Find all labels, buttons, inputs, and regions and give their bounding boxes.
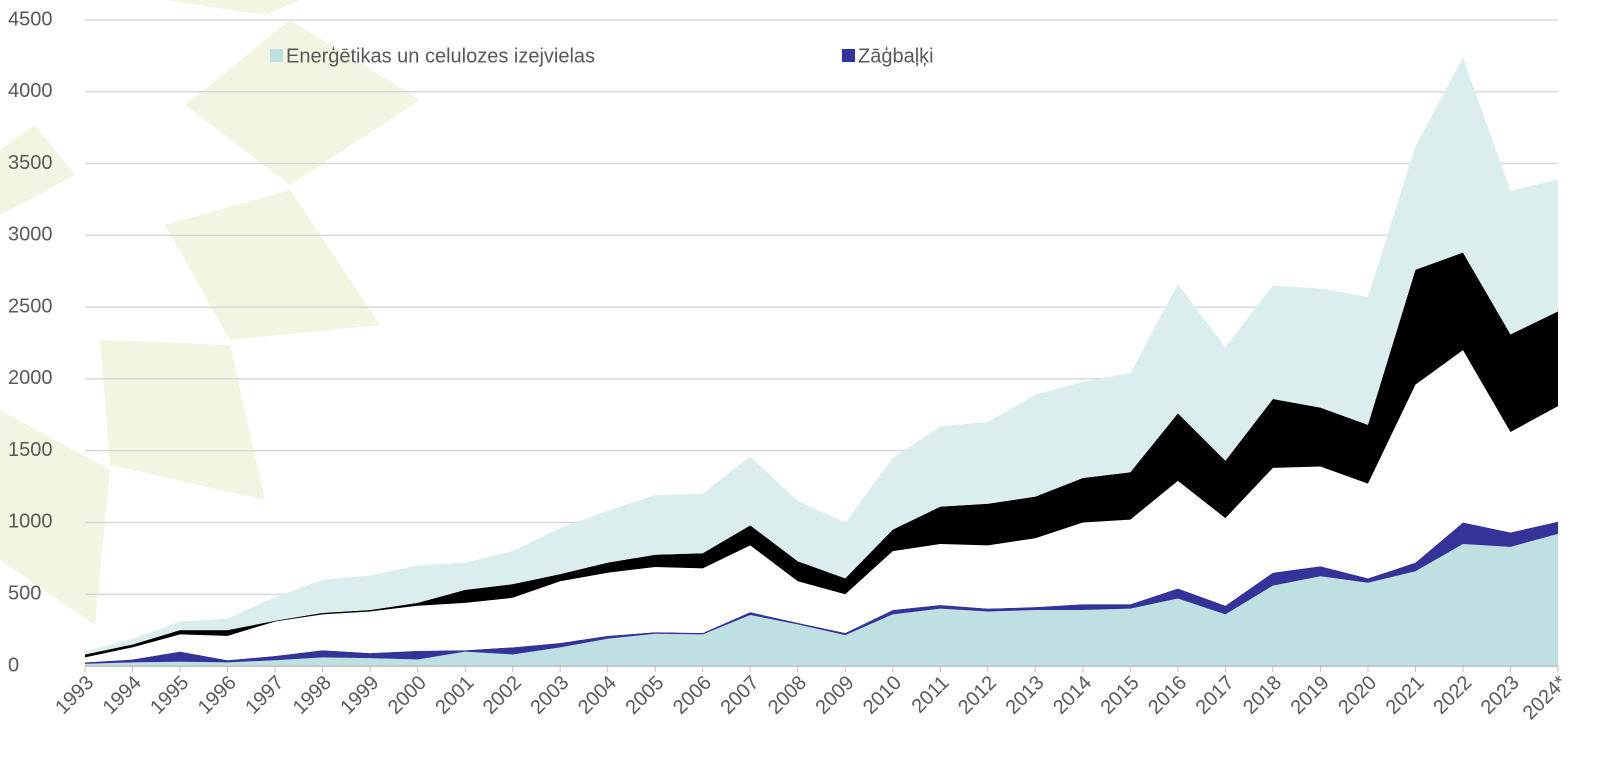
x-tick-label: 2017 bbox=[1192, 672, 1239, 719]
y-tick-label: 4500 bbox=[8, 8, 53, 30]
y-tick-label: 2500 bbox=[8, 295, 53, 317]
legend-swatch bbox=[842, 49, 855, 62]
x-tick-label: 2003 bbox=[526, 672, 573, 719]
y-tick-label: 3000 bbox=[8, 224, 53, 246]
x-tick-label: 2008 bbox=[764, 672, 811, 719]
legend-label: Zāģbaļķi bbox=[858, 45, 934, 67]
x-tick-label: 1999 bbox=[336, 672, 383, 719]
x-tick-label: 2009 bbox=[812, 672, 859, 719]
x-tick-label: 2012 bbox=[954, 672, 1001, 719]
x-tick-label: 1996 bbox=[194, 672, 241, 719]
x-tick-label: 2011 bbox=[908, 672, 954, 718]
x-tick-label: 2023 bbox=[1477, 672, 1524, 719]
y-tick-label: 4000 bbox=[8, 80, 53, 102]
x-tick-label: 2004 bbox=[574, 672, 621, 719]
x-tick-label: 1994 bbox=[99, 672, 146, 719]
area bbox=[85, 350, 1558, 663]
y-tick-label: 0 bbox=[8, 654, 19, 676]
background-decoration bbox=[0, 0, 420, 625]
area bbox=[85, 252, 1558, 658]
area bbox=[85, 57, 1558, 655]
x-tick-label: 2001 bbox=[431, 672, 478, 719]
y-tick-label: 3500 bbox=[8, 152, 53, 174]
x-tick-label: 2006 bbox=[669, 672, 716, 719]
x-tick-label: 2002 bbox=[479, 672, 526, 719]
x-tick-label: 2021 bbox=[1382, 672, 1429, 719]
x-tick-label: 1998 bbox=[289, 672, 336, 719]
x-tick-label: 1997 bbox=[241, 672, 288, 719]
x-tick-label: 2010 bbox=[859, 672, 906, 719]
x-tick-label: 2019 bbox=[1287, 672, 1334, 719]
y-tick-label: 2000 bbox=[8, 367, 53, 389]
x-tick-label: 2022 bbox=[1429, 672, 1476, 719]
x-tick-label: 2000 bbox=[384, 672, 431, 719]
area bbox=[85, 533, 1558, 666]
x-tick-label: 2015 bbox=[1097, 672, 1144, 719]
y-tick-label: 500 bbox=[8, 583, 41, 605]
y-tick-label: 1000 bbox=[8, 511, 53, 533]
x-tick-label: 2014 bbox=[1049, 672, 1096, 719]
x-tick-label: 2018 bbox=[1239, 672, 1286, 719]
y-tick-label: 1500 bbox=[8, 439, 53, 461]
x-tick-label: 2013 bbox=[1002, 672, 1049, 719]
x-tick-label: 2016 bbox=[1144, 672, 1191, 719]
x-tick-label: 2005 bbox=[621, 672, 668, 719]
x-tick-label: 2024* bbox=[1519, 672, 1572, 725]
legend-swatch bbox=[270, 49, 283, 62]
x-tick-label: 2020 bbox=[1334, 672, 1381, 719]
legend-label: Enerģētikas un celulozes izejvielas bbox=[286, 45, 595, 67]
x-tick-label: 1995 bbox=[146, 672, 193, 719]
x-tick-label: 2007 bbox=[716, 672, 763, 719]
x-tick-label: 1993 bbox=[51, 672, 98, 719]
